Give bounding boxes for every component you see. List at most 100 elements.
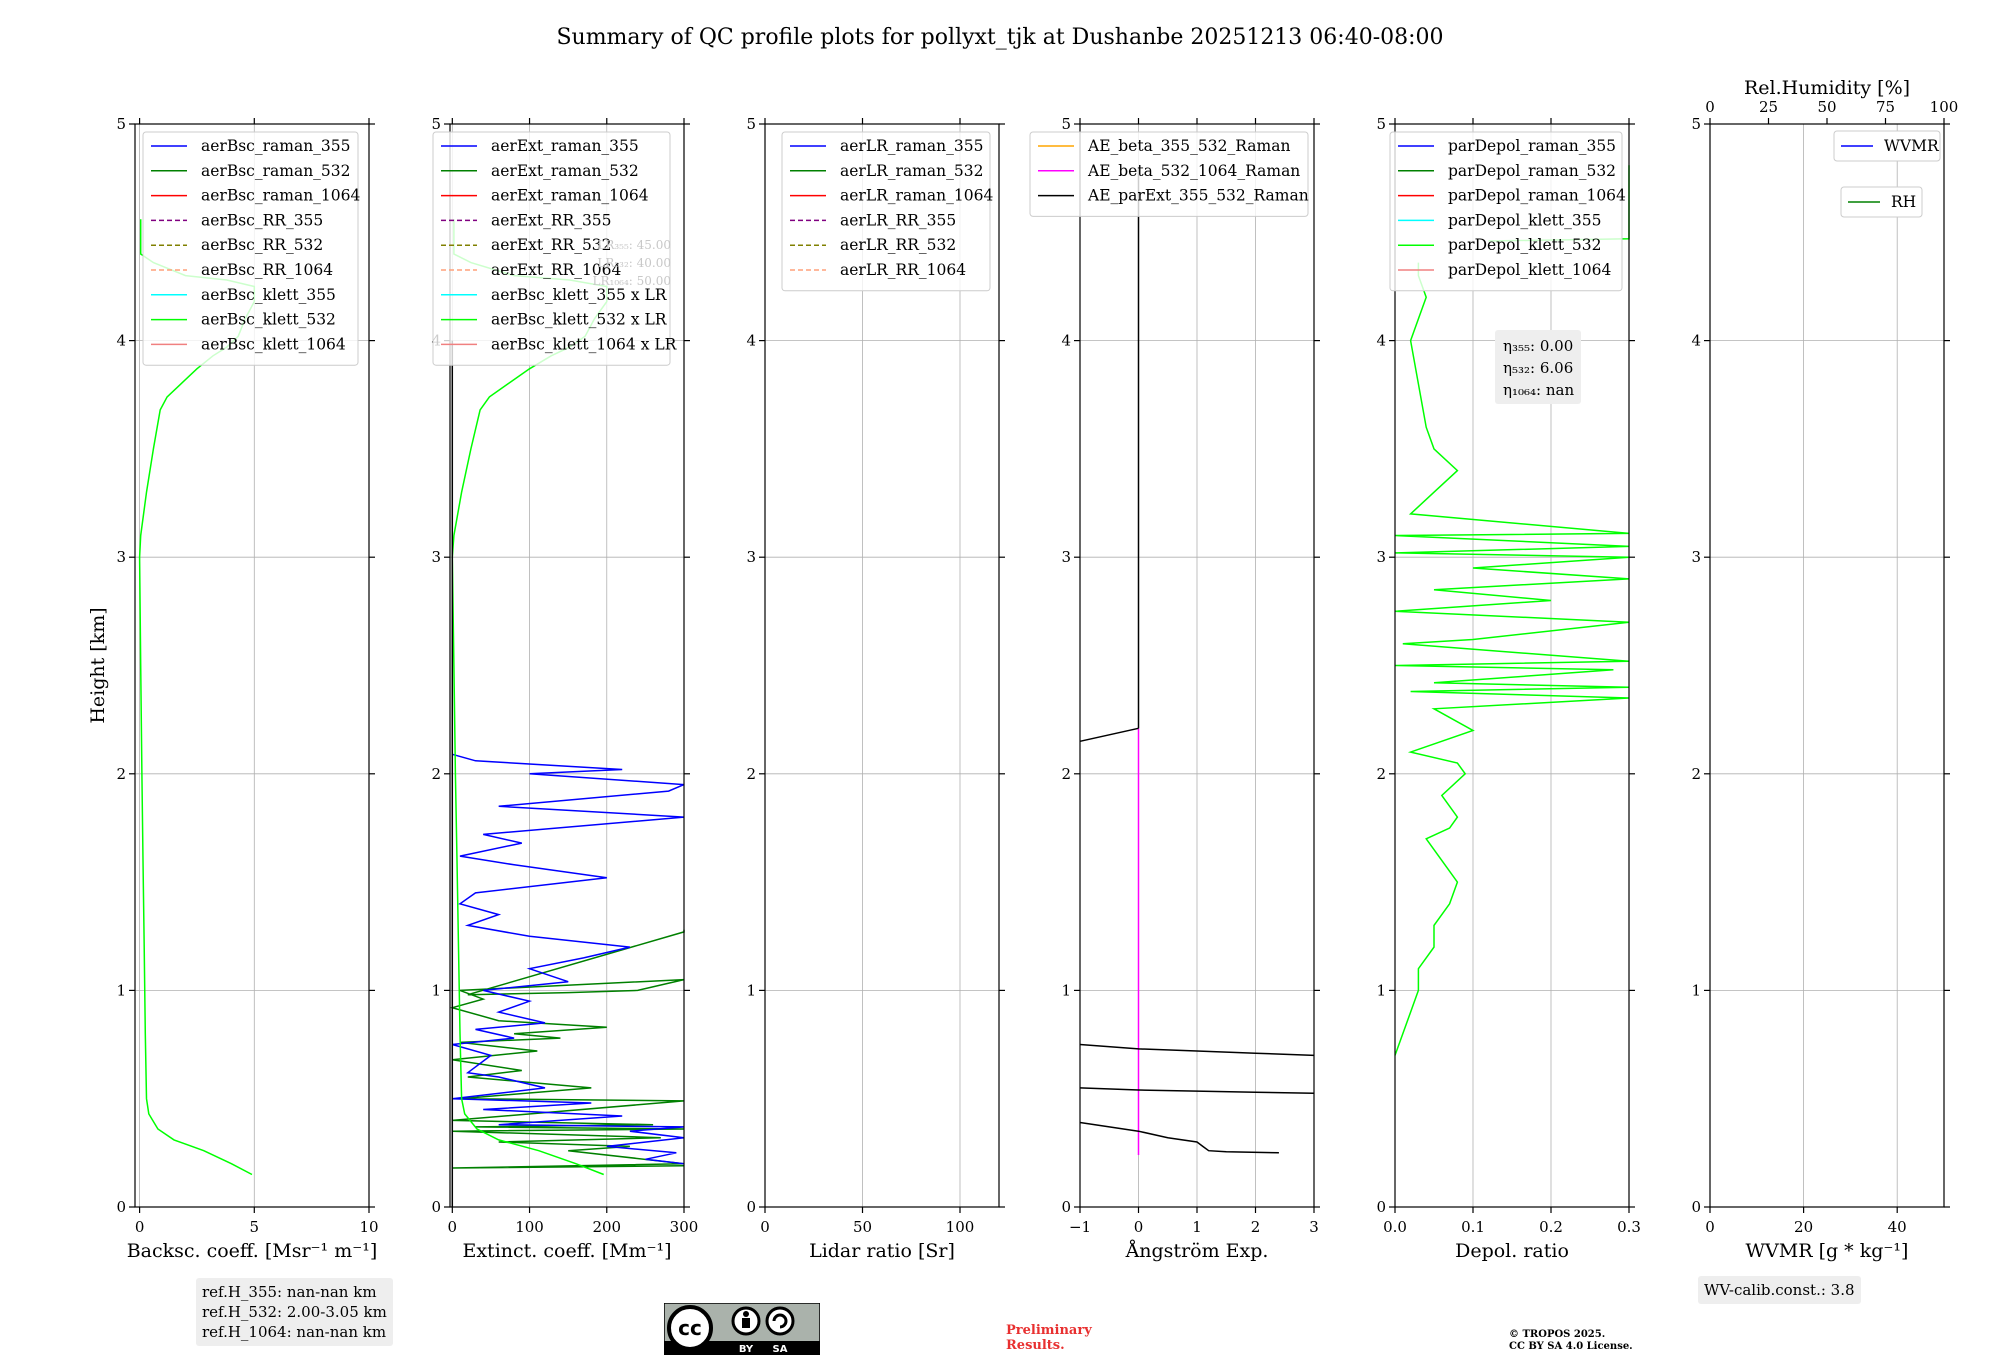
y-tick-label: 0 (1691, 1198, 1701, 1216)
y-tick-label: 4 (746, 332, 756, 350)
x-tick-label: −1 (1069, 1218, 1091, 1236)
y-tick-label: 1 (1691, 981, 1701, 999)
x-tick-label: 100 (515, 1218, 544, 1236)
ref-height-box: ref.H_355: nan-nan km ref.H_532: 2.00-3.… (196, 1278, 393, 1346)
legend-label: WVMR (1884, 137, 1940, 155)
x-axis-label: Depol. ratio (1455, 1240, 1569, 1262)
eta-box (1495, 330, 1581, 404)
legend-label: aerBsc_klett_355 x LR (491, 286, 668, 304)
x-tick-label: 0 (1705, 1218, 1715, 1236)
cc-license-badge: cc BY SA (664, 1303, 820, 1355)
lr-annotation: LR₁₀₆₄: 50.00 (593, 274, 671, 288)
legend-box (1833, 130, 1941, 162)
x-axis-label: Ångström Exp. (1125, 1240, 1269, 1262)
y-axis-label: Height [km] (87, 607, 109, 723)
series-aerExt_raman_532 (449, 929, 685, 1169)
y-tick-label: 3 (1061, 548, 1071, 566)
legend-box (432, 131, 671, 366)
y-tick-label: 0 (1376, 1198, 1386, 1216)
legend-label: parDepol_klett_355 (1448, 211, 1601, 229)
legend-label: aerBsc_klett_1064 x LR (491, 335, 678, 353)
x-tick-label: 2 (1251, 1218, 1261, 1236)
top-x-tick-label: 25 (1759, 98, 1778, 116)
legend-label: AE_beta_355_532_Raman (1087, 137, 1290, 155)
y-tick-label: 0 (431, 1198, 441, 1216)
y-tick-label: 1 (746, 981, 756, 999)
x-tick-label: 0 (1134, 1218, 1144, 1236)
series-aerExt_raman_355 (452, 753, 685, 1165)
plot-frame (764, 123, 1000, 1208)
legend: AE_beta_355_532_Raman AE_beta_532_1064_Ra… (1029, 131, 1309, 217)
legend-label: aerBsc_RR_355 (201, 211, 323, 229)
y-tick-label: 2 (1376, 765, 1386, 783)
y-tick-label: 4 (1376, 332, 1386, 350)
x-tick-label: 0 (448, 1218, 458, 1236)
y-tick-label: 5 (1061, 115, 1071, 133)
series-AE_parExt_355_532_Raman_a (1079, 727, 1139, 743)
y-tick-label: 3 (746, 548, 756, 566)
y-tick-label: 5 (746, 115, 756, 133)
x-tick-label: 3 (1309, 1218, 1319, 1236)
legend-box (1029, 131, 1309, 217)
by-icon-head (743, 1311, 749, 1317)
panel-ext: 0100200300012345Extinct. coeff. [Mm⁻¹]ae… (431, 115, 698, 1262)
y-tick-label: 3 (431, 548, 441, 566)
y-tick-label: 5 (116, 115, 126, 133)
legend: aerLR_raman_355 aerLR_raman_532 aerLR_rama… (781, 131, 993, 292)
y-tick-label: 0 (116, 1198, 126, 1216)
y-tick-label: 2 (431, 765, 441, 783)
legend-label: aerLR_raman_355 (840, 137, 983, 155)
plot-frame (449, 123, 685, 1208)
legend-label: aerExt_RR_1064 (491, 261, 622, 279)
x-tick-label: 0.1 (1461, 1218, 1485, 1236)
y-tick-label: 2 (116, 765, 126, 783)
x-tick-label: 300 (670, 1218, 699, 1236)
copyright-line-2: CC BY SA 4.0 License. (1509, 1341, 1633, 1352)
legend-box (1840, 186, 1923, 218)
plot-frame (1394, 123, 1630, 1208)
y-tick-label: 1 (116, 981, 126, 999)
x-axis-label: Extinct. coeff. [Mm⁻¹] (462, 1240, 671, 1262)
top-x-axis-label: Rel.Humidity [%] (1744, 77, 1910, 99)
y-tick-label: 5 (431, 115, 441, 133)
plot-frame (134, 123, 370, 1208)
legend: aerBsc_raman_355 aerBsc_raman_532 aerBsc_r… (142, 131, 361, 366)
y-tick-label: 0 (1061, 1198, 1071, 1216)
legend-label: AE_beta_532_1064_Raman (1087, 162, 1300, 180)
sa-icon (765, 1306, 795, 1336)
legend-label: aerLR_RR_355 (840, 211, 956, 229)
series-AE_parExt_355_532_Raman_d (1079, 1121, 1279, 1154)
wv-calib-box: WV-calib.const.: 3.8 (1698, 1276, 1861, 1304)
series-AE_parExt_355_532_Raman_b (1079, 1043, 1315, 1057)
panel-dep: 0.0 0.1 0.2 0.3 0 1 2 3 4 5 Depol. ratio parDepol_r… (1376, 115, 1640, 1262)
figure-title: Summary of QC profile plots for pollyxt_… (556, 25, 1443, 50)
x-tick-label: 1 (1192, 1218, 1202, 1236)
eta-annotation: η₁₀₆₄: nan (1503, 381, 1574, 399)
preliminary-line-2: Results. (1006, 1338, 1065, 1353)
x-axis-label: Lidar ratio [Sr] (809, 1240, 955, 1262)
legend: parDepol_raman_355 parDepol_raman_532 parD… (1389, 131, 1626, 292)
panel-bsc: 0 5 10 0 1 2 3 4 5 Backsc. coeff. [Msr⁻¹ m⁻¹] Heig… (87, 115, 379, 1262)
cc-icon (667, 1305, 713, 1351)
y-tick-label: 2 (1691, 765, 1701, 783)
legend-label: parDepol_raman_1064 (1448, 187, 1626, 205)
x-tick-label: 0 (135, 1218, 145, 1236)
sa-icon-arrow (772, 1313, 788, 1329)
ref-height-355: ref.H_355: nan-nan km (202, 1283, 377, 1301)
sa-label: SA (773, 1344, 788, 1355)
legend-label: aerBsc_RR_532 (201, 236, 323, 254)
eta-annotation: η₅₃₂: 6.06 (1503, 359, 1573, 377)
lr-annotation: LR₅₃₂: 40.00 (597, 256, 671, 270)
legend-label: aerExt_raman_1064 (491, 187, 649, 205)
legend-label: aerLR_RR_532 (840, 236, 956, 254)
y-tick-label: 3 (1691, 548, 1701, 566)
x-tick-label: 0.2 (1539, 1218, 1563, 1236)
copyright-note: © TROPOS 2025. CC BY SA 4.0 License. (1509, 1329, 1633, 1353)
legend-label: aerBsc_RR_1064 (201, 261, 333, 279)
legend-label: parDepol_raman_532 (1448, 162, 1616, 180)
y-tick-label: 1 (1376, 981, 1386, 999)
y-tick-label: 2 (746, 765, 756, 783)
x-tick-label: 0.3 (1617, 1218, 1641, 1236)
legend-label: aerBsc_raman_1064 (201, 187, 361, 205)
